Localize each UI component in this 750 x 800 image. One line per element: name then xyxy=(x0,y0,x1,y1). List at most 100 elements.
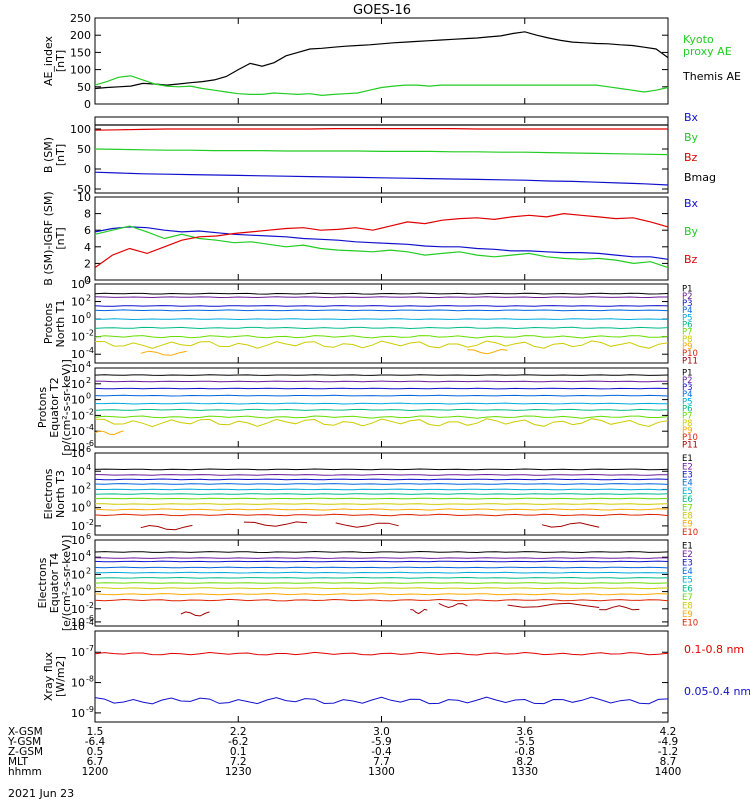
legend-entry: P6 xyxy=(682,321,693,331)
series-p9-segment xyxy=(467,348,508,355)
y-tick-exponent: 6 xyxy=(86,445,91,454)
series-e5 xyxy=(95,571,668,574)
legend-entry: P2 xyxy=(682,292,693,302)
footer-value: -5.5 xyxy=(515,736,536,748)
legend-entry: E1 xyxy=(682,454,693,464)
series-e4 xyxy=(94,483,669,485)
legend-entry: E3 xyxy=(682,559,693,569)
series-e9 xyxy=(94,508,669,511)
series-p5 xyxy=(95,318,668,321)
y-tick-label: 4 xyxy=(84,241,91,254)
y-tick-label: 100 xyxy=(70,123,91,136)
series-e10b-segment xyxy=(410,608,428,615)
series-e6 xyxy=(94,576,669,579)
footer-value: 4.2 xyxy=(660,726,677,738)
y-tick-label: 10 xyxy=(71,465,85,478)
y-axis-label: B (SM)-IGRF (SM) xyxy=(42,191,55,285)
y-axis-label: [nT] xyxy=(54,144,67,166)
y-axis-label: Protons xyxy=(42,303,55,344)
legend-entry: By xyxy=(684,131,699,144)
y-axis-label: [W/m2] xyxy=(54,656,67,697)
series-by xyxy=(94,225,669,269)
y-tick-label: 10 xyxy=(71,616,85,629)
y-tick-label: 10 xyxy=(71,551,85,564)
y-tick-label: 10 xyxy=(71,534,85,547)
footer-value: 6.7 xyxy=(87,756,104,768)
legend-entry: P9 xyxy=(682,426,693,436)
series-p5 xyxy=(95,402,668,405)
y-tick-label: 100 xyxy=(70,64,91,77)
y-tick-exponent: 0 xyxy=(86,500,91,509)
footer-value: 8.7 xyxy=(660,756,677,768)
y-tick-exponent: -2 xyxy=(86,407,94,416)
legend-entry: P7 xyxy=(682,412,693,422)
legend-entry: Bx xyxy=(684,197,699,210)
legend-entry: proxy AE xyxy=(683,45,732,58)
y-axis-label: Electrons xyxy=(42,468,55,519)
footer-row-label: hhmm xyxy=(8,766,42,778)
y-tick-label: 0 xyxy=(84,274,91,287)
legend-entry: E4 xyxy=(682,479,693,489)
footer-value: -6.2 xyxy=(228,736,249,748)
footer-value: -1.2 xyxy=(658,746,679,758)
y-tick-label: 10 xyxy=(71,483,85,496)
legend-entry: E2 xyxy=(682,550,693,560)
footer-value: 3.0 xyxy=(373,726,390,738)
footer-value: 1400 xyxy=(655,766,682,778)
footer-row-label: Y-GSM xyxy=(7,736,41,748)
legend-entry: E7 xyxy=(682,593,693,603)
legend-entry: P4 xyxy=(682,306,693,316)
y-tick-exponent: -2 xyxy=(86,329,94,338)
legend-entry: P4 xyxy=(682,390,693,400)
legend-entry: 0.05-0.4 nm xyxy=(684,685,750,698)
plot-title: GOES-16 xyxy=(353,3,411,18)
footer-row-label: MLT xyxy=(8,756,28,768)
y-tick-exponent: 4 xyxy=(86,549,91,558)
y-tick-label: 10 xyxy=(71,313,85,326)
y-axis-label: Equator T2 xyxy=(48,377,61,437)
y-axis-label: North T3 xyxy=(54,470,67,518)
y-tick-label: 10 xyxy=(71,707,85,720)
y-axis-label: [e/(cm²-s-sr-keV)] xyxy=(60,535,73,631)
y-tick-label: 10 xyxy=(71,568,85,581)
series-e10b-segment xyxy=(243,521,308,527)
legend-entry: E8 xyxy=(682,512,693,522)
legend-entry: By xyxy=(684,225,699,238)
y-tick-label: 10 xyxy=(71,394,85,407)
y-tick-exponent: 4 xyxy=(86,276,91,285)
series-e10b-segment xyxy=(140,524,193,531)
y-tick-exponent: 2 xyxy=(86,566,91,575)
series-e6 xyxy=(94,493,669,495)
legend-entry: E5 xyxy=(682,487,693,497)
series-p9-segment xyxy=(94,430,124,436)
series-e8 xyxy=(95,503,669,505)
y-axis-label: Protons xyxy=(36,387,49,428)
legend-entry: Bmag xyxy=(684,171,716,184)
y-axis-label: B (SM) xyxy=(42,137,55,173)
y-tick-label: 0 xyxy=(84,163,91,176)
legend-entry: P10 xyxy=(682,349,698,359)
series-e10b-segment xyxy=(599,605,640,611)
y-axis-label: [nT] xyxy=(54,50,67,72)
y-tick-label: 10 xyxy=(71,603,85,616)
y-tick-exponent: -8 xyxy=(86,675,94,684)
footer-value: 1300 xyxy=(368,766,395,778)
y-tick-exponent: 0 xyxy=(86,392,91,401)
y-tick-exponent: -2 xyxy=(86,518,94,527)
y-tick-label: 8 xyxy=(84,208,91,221)
y-tick-label: 250 xyxy=(70,12,91,25)
y-tick-exponent: -4 xyxy=(86,346,94,355)
legend-entry: E3 xyxy=(682,471,693,481)
y-tick-label: 10 xyxy=(71,296,85,309)
y-tick-label: 10 xyxy=(71,441,85,454)
legend-entry: E9 xyxy=(682,610,693,620)
footer-row-label: Z-GSM xyxy=(8,746,43,758)
series-themis-ae xyxy=(94,31,669,90)
y-tick-exponent: 4 xyxy=(86,360,91,369)
